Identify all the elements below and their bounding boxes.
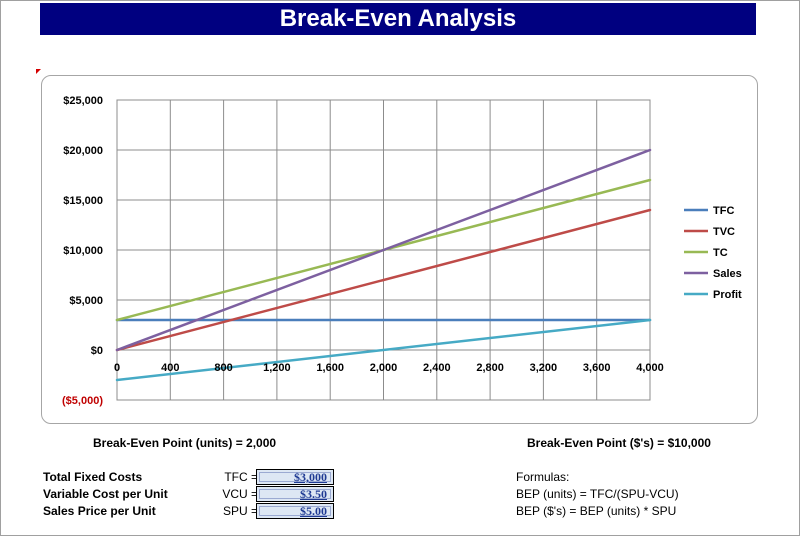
x-tick-label: 2,000 xyxy=(370,362,398,374)
legend-label-profit: Profit xyxy=(713,289,742,301)
x-tick-label: 3,600 xyxy=(583,362,611,374)
x-tick-label: 1,200 xyxy=(263,362,291,374)
break-even-units: Break-Even Point (units) = 2,000 xyxy=(93,436,276,450)
legend-label-tvc: TVC xyxy=(713,226,735,238)
input-tfc-field[interactable]: $3,000 xyxy=(256,469,334,485)
series-line-tvc[interactable] xyxy=(115,208,652,352)
chart-legend: TFC TVC TC Sales Profit xyxy=(684,205,742,301)
y-tick-label: $5,000 xyxy=(69,295,103,307)
formula-bep-units: BEP (units) = TFC/(SPU-VCU) xyxy=(516,487,679,501)
input-label-vcu: Variable Cost per Unit xyxy=(43,487,168,501)
input-abbr-tfc: TFC = xyxy=(224,470,258,484)
legend-label-tfc: TFC xyxy=(713,205,734,217)
bep-units-label: Break-Even Point (units) = xyxy=(93,436,243,450)
bep-dollars-label: Break-Even Point ($'s) = xyxy=(527,436,665,450)
legend-label-sales: Sales xyxy=(713,268,742,280)
input-label-tfc: Total Fixed Costs xyxy=(43,470,143,484)
chart-series xyxy=(115,148,652,382)
x-tick-label: 2,800 xyxy=(476,362,504,374)
series-line-profit[interactable] xyxy=(115,318,652,382)
x-tick-label: 0 xyxy=(114,362,120,374)
legend-label-tc: TC xyxy=(713,247,728,259)
bep-dollars-value: $10,000 xyxy=(667,436,711,450)
input-spu-field[interactable]: $5.00 xyxy=(256,503,334,519)
x-tick-label: 2,400 xyxy=(423,362,451,374)
x-tick-label: 800 xyxy=(214,362,232,374)
formula-bep-dollars: BEP ($'s) = BEP (units) * SPU xyxy=(516,504,677,518)
y-tick-label: $25,000 xyxy=(63,95,103,107)
series-line-sales[interactable] xyxy=(115,148,652,352)
input-vcu-field[interactable]: $3.50 xyxy=(256,486,334,502)
y-tick-label: $0 xyxy=(91,345,103,357)
comment-indicator-icon[interactable] xyxy=(36,69,41,74)
page-title: Break-Even Analysis xyxy=(40,3,756,35)
y-tick-label: $10,000 xyxy=(63,245,103,257)
y-tick-label: ($5,000) xyxy=(62,395,103,407)
x-tick-label: 4,000 xyxy=(636,362,664,374)
chart-tick-labels: $25,000 $20,000 $15,000 $10,000 $5,000 $0 ($5,… xyxy=(62,95,664,407)
x-tick-label: 3,200 xyxy=(530,362,558,374)
y-tick-label: $15,000 xyxy=(63,195,103,207)
input-abbr-spu: SPU = xyxy=(222,504,258,518)
x-tick-label: 1,600 xyxy=(316,362,344,374)
break-even-dollars: Break-Even Point ($'s) = $10,000 xyxy=(527,436,711,450)
bep-units-value: 2,000 xyxy=(246,436,277,450)
y-tick-label: $20,000 xyxy=(63,145,103,157)
input-abbr-vcu: VCU = xyxy=(222,487,258,501)
formulas-heading: Formulas: xyxy=(516,470,570,484)
input-label-spu: Sales Price per Unit xyxy=(43,504,156,518)
x-tick-label: 400 xyxy=(161,362,179,374)
